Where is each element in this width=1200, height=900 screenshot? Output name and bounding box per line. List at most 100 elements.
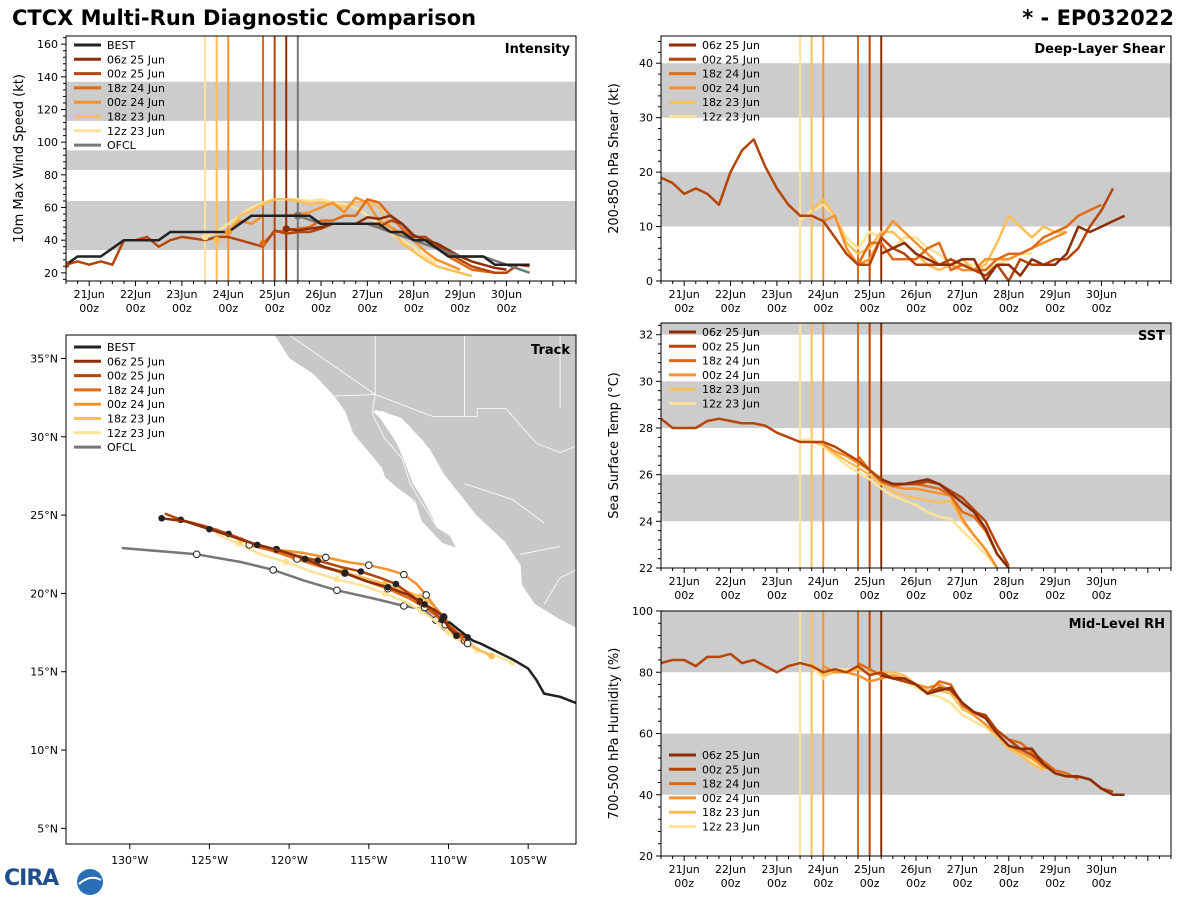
x-tick-label: 27Jun	[352, 288, 383, 301]
x-tick-sublabel: 00z	[813, 877, 833, 890]
x-tick-label: 22Jun	[715, 288, 746, 301]
plot-area	[661, 36, 1171, 281]
series-line-00z-24-jun	[822, 443, 999, 568]
y-tick-label: 28	[639, 422, 653, 435]
x-tick-sublabel: 00z	[952, 877, 972, 890]
x-tick-sublabel: 00z	[721, 877, 741, 890]
x-tick-sublabel: 00z	[1092, 877, 1112, 890]
y-tick-label: 80	[639, 666, 653, 679]
x-tick-label: 22Jun	[715, 863, 746, 876]
track-point	[422, 591, 430, 599]
cira-logo-text: CIRA	[4, 866, 59, 891]
x-tick-label: 120°W	[270, 854, 307, 867]
x-tick-sublabel: 00z	[1045, 877, 1065, 890]
plot-area	[661, 323, 1171, 568]
series-track-18z-23-jun	[215, 528, 493, 658]
legend-label: 00z 25 Jun	[107, 370, 165, 383]
y-tick-label: 0	[646, 275, 653, 288]
x-tick-sublabel: 00z	[674, 877, 694, 890]
legend-label: 00z 25 Jun	[702, 763, 760, 776]
legend-label: 18z 23 Jun	[702, 383, 760, 396]
legend-label: OFCL	[107, 441, 137, 454]
threshold-band	[661, 63, 1171, 118]
x-tick-sublabel: 00z	[497, 302, 517, 315]
x-tick-label: 23Jun	[166, 288, 197, 301]
x-tick-sublabel: 00z	[767, 589, 787, 602]
x-tick-label: 27Jun	[947, 288, 978, 301]
legend-label: 18z 24 Jun	[107, 82, 165, 95]
x-tick-label: 26Jun	[900, 575, 931, 588]
legend-label: 06z 25 Jun	[702, 39, 760, 52]
y-tick-label: 80	[44, 169, 58, 182]
x-tick-sublabel: 00z	[813, 302, 833, 315]
track-point	[282, 558, 290, 566]
series-line-18z-24-jun	[262, 198, 507, 275]
track-point	[341, 569, 349, 577]
series-line-00z-25-jun	[661, 652, 1114, 793]
track-point	[365, 561, 373, 570]
threshold-band	[661, 381, 1171, 428]
legend-label: 06z 25 Jun	[107, 355, 165, 368]
x-tick-label: 25Jun	[259, 288, 290, 301]
legend-label: 18z 23 Jun	[107, 111, 165, 124]
x-tick-sublabel: 00z	[1092, 302, 1112, 315]
axes-frame	[65, 334, 577, 845]
x-tick-label: 24Jun	[213, 288, 244, 301]
y-tick-label: 120	[37, 104, 58, 117]
series-line-06z-25-jun	[286, 214, 507, 271]
legend-label: 00z 24 Jun	[702, 82, 760, 95]
track-point	[384, 583, 392, 591]
x-tick-label: 29Jun	[444, 288, 475, 301]
track-point	[421, 601, 428, 608]
logo-globe	[77, 869, 103, 895]
y-tick-label: 32	[639, 329, 653, 342]
x-tick-sublabel: 00z	[813, 589, 833, 602]
x-tick-sublabel: 00z	[357, 302, 377, 315]
border-line	[520, 546, 561, 555]
track-point	[400, 602, 408, 610]
series-line-18z-23-jun	[810, 198, 1067, 272]
x-tick-sublabel: 00z	[952, 589, 972, 602]
panel-title: Intensity	[505, 42, 571, 57]
map-area	[121, 335, 576, 705]
x-tick-label: 21Jun	[669, 575, 700, 588]
border-line	[543, 569, 576, 605]
y-tick-label: 10	[639, 221, 653, 234]
x-tick-sublabel: 00z	[1092, 589, 1112, 602]
x-tick-label: 24Jun	[808, 288, 839, 301]
x-tick-label: 30Jun	[1086, 288, 1117, 301]
x-tick-label: 25Jun	[854, 575, 885, 588]
track-point	[321, 553, 330, 562]
x-tick-label: 125°W	[191, 854, 228, 867]
x-tick-sublabel: 00z	[1045, 302, 1065, 315]
y-axis-label: 200-850 hPa Shear (kt)	[607, 83, 622, 234]
x-tick-label: 30Jun	[491, 288, 522, 301]
best-track	[447, 620, 576, 705]
x-tick-label: 27Jun	[947, 863, 978, 876]
x-tick-label: 27Jun	[947, 575, 978, 588]
border-line	[464, 483, 545, 524]
x-tick-label: 130°W	[111, 854, 148, 867]
panel-title: SST	[1138, 329, 1165, 344]
y-tick-label: 26	[639, 469, 653, 482]
chart-title: CTCX Multi-Run Diagnostic Comparison	[12, 6, 477, 30]
legend-label: BEST	[107, 39, 135, 52]
series-line-06z-25-jun	[880, 674, 1125, 797]
init-point	[213, 236, 221, 244]
y-tick-label: 25°N	[30, 509, 58, 522]
x-tick-label: 23Jun	[761, 575, 792, 588]
threshold-band	[661, 172, 1171, 227]
x-tick-sublabel: 00z	[450, 302, 470, 315]
baja-peninsula	[332, 394, 458, 549]
shear-panel: 21Jun00z22Jun00z23Jun00z24Jun00z25Jun00z…	[607, 35, 1172, 315]
legend-label: 00z 24 Jun	[107, 96, 165, 109]
track-point	[333, 586, 341, 595]
legend-label: 00z 25 Jun	[702, 53, 760, 66]
logo-globe-swirl	[78, 876, 102, 885]
legend-label: 00z 24 Jun	[702, 792, 760, 805]
track-point	[463, 639, 472, 648]
legend-label: 12z 23 Jun	[702, 111, 760, 124]
x-tick-label: 22Jun	[715, 575, 746, 588]
x-tick-label: 26Jun	[900, 863, 931, 876]
